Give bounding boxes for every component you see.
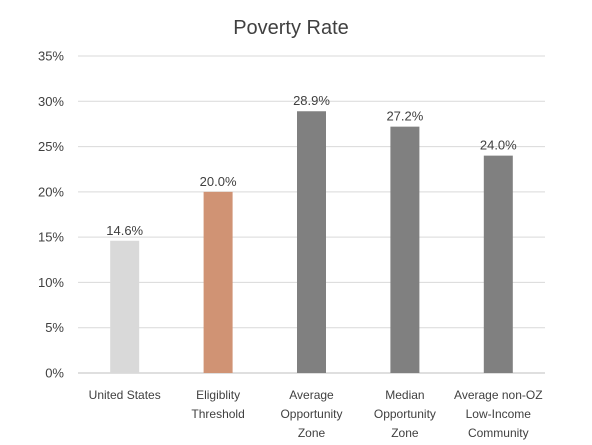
bar [110, 240, 140, 373]
bar [297, 111, 326, 374]
data-label: 20.0% [200, 174, 237, 189]
data-label: 24.0% [480, 138, 517, 153]
x-tick-label: United States [89, 388, 161, 402]
y-tick-label: 35% [38, 49, 64, 64]
y-tick-label: 0% [45, 366, 64, 381]
bars [110, 111, 513, 374]
x-tick-label: Average non-OZ [454, 388, 543, 402]
x-tick-label: Eligiblity [196, 388, 240, 402]
x-tick-label: Zone [391, 426, 419, 440]
x-tick-label: Average [289, 388, 334, 402]
x-tick-label: Zone [298, 426, 326, 440]
bar [483, 155, 513, 373]
x-tick-label: Community [468, 426, 529, 440]
y-tick-label: 5% [45, 320, 64, 335]
y-tick-label: 30% [38, 94, 64, 109]
y-tick-label: 25% [38, 139, 64, 154]
x-tick-label: Opportunity [280, 407, 342, 421]
y-axis-ticks: 0% 5% 10% 15% 20% 25% 30% 35% [38, 49, 64, 381]
bar [203, 191, 233, 373]
x-tick-label: Median [385, 388, 424, 402]
x-axis-ticks: United States Eligiblity Threshold Average O… [89, 388, 543, 440]
data-label: 14.6% [106, 223, 143, 238]
x-tick-label: Opportunity [374, 407, 436, 421]
y-tick-label: 20% [38, 184, 64, 199]
data-label: 28.9% [293, 93, 330, 108]
y-tick-label: 15% [38, 230, 64, 245]
x-tick-label: Low-Income [466, 407, 532, 421]
data-labels: 14.6% 20.0% 28.9% 27.2% 24.0% [106, 93, 517, 238]
x-tick-label: Threshold [191, 407, 244, 421]
bar [390, 126, 420, 373]
y-tick-label: 10% [38, 275, 64, 290]
chart-title: Poverty Rate [233, 17, 349, 39]
data-label: 27.2% [386, 109, 423, 124]
